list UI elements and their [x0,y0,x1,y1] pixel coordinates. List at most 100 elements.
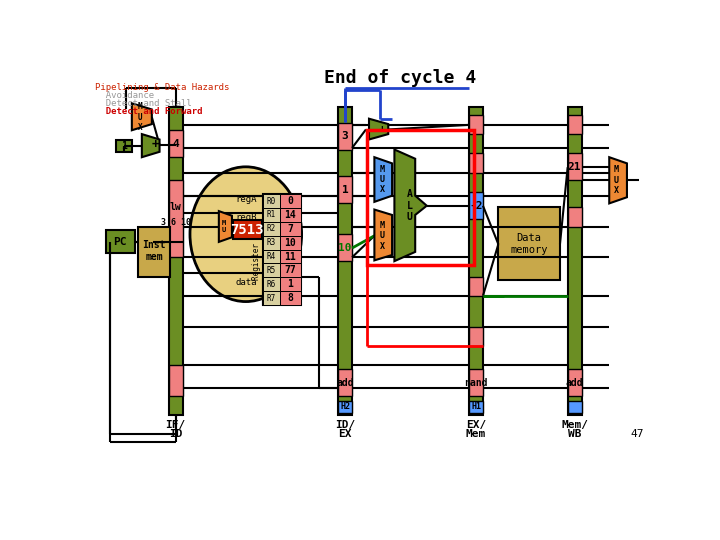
Polygon shape [395,150,427,261]
Text: +: + [151,138,158,151]
Text: 1: 1 [121,140,127,151]
Text: R7: R7 [266,294,276,302]
Text: 77: 77 [284,265,297,275]
Bar [567,207,582,226]
Bar [117,140,132,152]
Text: add: add [336,378,354,388]
Bar [567,115,582,134]
Text: 47: 47 [630,429,644,440]
Bar [106,231,135,253]
Text: regB: regB [235,213,256,222]
Bar [279,236,301,249]
Text: 8: 8 [287,293,293,303]
Text: M
U
X: M U X [379,165,384,194]
Bar [263,236,279,249]
Text: M
U: M U [222,220,226,233]
Text: Detect and Forward: Detect and Forward [95,106,202,116]
Polygon shape [374,157,392,202]
Bar [338,369,352,396]
Bar [469,276,483,296]
Text: 1: 1 [342,185,348,195]
Text: Avoidance: Avoidance [95,91,154,100]
Text: lw: lw [170,202,181,212]
Text: Mem/: Mem/ [561,420,588,430]
Text: 3: 3 [342,131,348,141]
Bar [279,264,301,278]
Text: H2: H2 [340,402,350,411]
Text: ID: ID [169,429,182,440]
Text: Register file: Register file [252,220,261,280]
Text: M
U
X: M U X [138,102,143,132]
Bar [279,208,301,222]
Text: -2: -2 [469,201,483,211]
Text: R1: R1 [266,211,276,219]
Text: R3: R3 [266,238,276,247]
Text: M
U
X: M U X [613,165,618,195]
Bar [338,123,352,150]
Text: 3 6 10: 3 6 10 [161,218,191,227]
Text: R5: R5 [266,266,276,275]
Text: EX/: EX/ [466,420,486,430]
Bar [279,249,301,264]
Text: R4: R4 [266,252,276,261]
Text: EX: EX [338,429,352,440]
Text: 7513: 7513 [230,222,264,237]
Bar [279,278,301,291]
Polygon shape [132,103,152,130]
Text: R0: R0 [266,197,276,206]
Bar [168,130,183,157]
Polygon shape [219,211,232,242]
Bar [168,180,183,257]
Text: R6: R6 [266,280,276,289]
Text: IF/: IF/ [166,420,186,430]
Bar [279,194,301,208]
Text: 0: 0 [287,196,293,206]
Bar [168,365,183,396]
Bar [263,208,279,222]
Bar [263,278,279,291]
Text: Detect and Stall: Detect and Stall [95,99,192,108]
Bar [469,327,483,346]
Bar [567,153,582,180]
Polygon shape [142,134,160,157]
Bar [567,369,582,396]
Text: H1: H1 [471,402,481,411]
Text: A
L
U: A L U [407,189,413,222]
Bar [498,207,560,280]
Text: nand: nand [464,378,487,388]
Text: 10: 10 [338,243,352,253]
Bar [279,222,301,236]
Bar [168,107,183,415]
Text: regA: regA [235,195,256,204]
Text: Mem: Mem [466,429,486,440]
Bar [567,401,582,413]
Bar [469,369,483,396]
Polygon shape [374,210,392,260]
Text: M
U
X: M U X [379,221,384,251]
Text: 14: 14 [284,210,297,220]
Bar [469,115,483,134]
Text: +: + [379,125,385,134]
Text: data: data [235,278,256,287]
Text: 21: 21 [568,162,581,172]
Bar [263,249,279,264]
Bar [469,192,483,219]
Ellipse shape [190,167,302,301]
Bar [338,107,352,415]
Text: 10: 10 [284,238,297,248]
Bar [338,234,352,261]
Polygon shape [369,119,388,139]
Bar [263,194,301,305]
Text: End of cycle 4: End of cycle 4 [324,69,476,87]
Bar [233,220,262,239]
Text: Inst
mem: Inst mem [143,240,166,262]
Text: 11: 11 [284,252,297,261]
Text: WB: WB [568,429,581,440]
Polygon shape [609,157,627,204]
Text: ID/: ID/ [335,420,355,430]
Text: add: add [566,378,583,388]
Bar [338,177,352,204]
Bar [338,401,352,413]
Bar [263,291,279,305]
Text: 1: 1 [287,279,293,289]
